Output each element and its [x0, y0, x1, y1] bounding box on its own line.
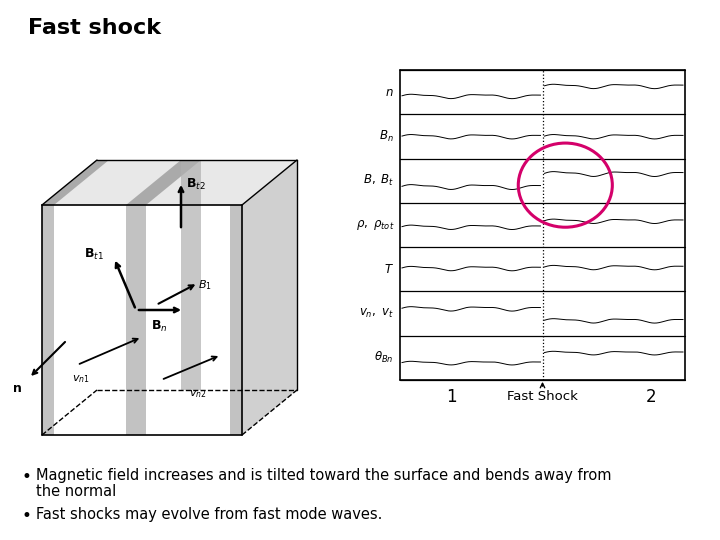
Polygon shape [126, 205, 146, 435]
Text: Magnetic field increases and is tilted toward the surface and bends away from: Magnetic field increases and is tilted t… [36, 468, 611, 483]
Polygon shape [126, 160, 201, 205]
Bar [400, 70, 685, 380]
Text: Fast shocks may evolve from fast mode waves.: Fast shocks may evolve from fast mode wa… [36, 507, 382, 522]
Text: $B_1$: $B_1$ [198, 278, 212, 292]
Polygon shape [42, 160, 109, 205]
Text: $n$: $n$ [385, 86, 394, 99]
Text: $\mathbf{n}$: $\mathbf{n}$ [12, 382, 22, 395]
Text: $v_{n1}$: $v_{n1}$ [72, 373, 90, 385]
Polygon shape [42, 205, 242, 435]
Text: $\mathbf{B}_{t1}$: $\mathbf{B}_{t1}$ [84, 247, 104, 262]
Text: $\theta_{Bn}$: $\theta_{Bn}$ [374, 350, 394, 366]
Text: $T$: $T$ [384, 263, 394, 276]
Text: $B_n$: $B_n$ [379, 129, 394, 144]
Text: $v_{n2}$: $v_{n2}$ [189, 388, 207, 400]
Text: $B,\ B_t$: $B,\ B_t$ [363, 173, 394, 188]
Text: Fast shock: Fast shock [28, 18, 161, 38]
Text: 1: 1 [446, 388, 456, 406]
Text: the normal: the normal [36, 484, 116, 499]
Polygon shape [181, 160, 201, 390]
Text: $\mathbf{B}_{t2}$: $\mathbf{B}_{t2}$ [186, 177, 206, 192]
Text: •: • [22, 468, 32, 486]
Text: $\mathbf{B}_{n}$: $\mathbf{B}_{n}$ [151, 319, 168, 334]
Text: •: • [22, 507, 32, 525]
Text: 2: 2 [646, 388, 656, 406]
Text: $\rho,\ \rho_{tot}$: $\rho,\ \rho_{tot}$ [356, 218, 394, 232]
Polygon shape [230, 205, 242, 435]
Polygon shape [42, 160, 297, 205]
Text: $v_n,\ v_t$: $v_n,\ v_t$ [359, 307, 394, 320]
Text: Fast Shock: Fast Shock [507, 390, 578, 403]
Polygon shape [242, 160, 297, 435]
Polygon shape [42, 205, 54, 435]
